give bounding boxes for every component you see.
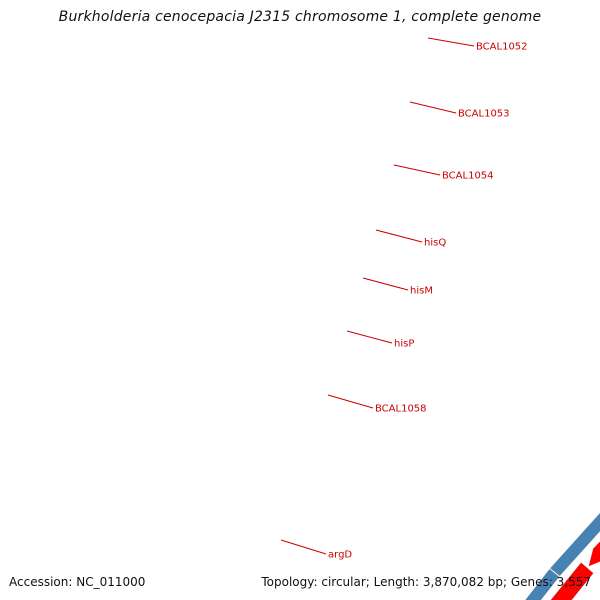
gene-label-leader bbox=[362, 277, 409, 291]
gene-feature-bottom-rev bbox=[525, 568, 560, 600]
gene-label: hisM bbox=[410, 286, 433, 297]
gene-label-leader bbox=[409, 101, 457, 114]
gene-label: BCAL1053 bbox=[458, 109, 510, 120]
gene-label-leader bbox=[280, 539, 327, 555]
gene-label: BCAL1052 bbox=[476, 42, 528, 53]
gene-label-leader bbox=[393, 164, 441, 176]
gene-label-leader bbox=[427, 37, 475, 47]
gene-feature-argd bbox=[588, 541, 600, 567]
gene-feature-argd-rev bbox=[549, 512, 600, 577]
gene-feature-bottom bbox=[550, 562, 594, 600]
gene-label: hisP bbox=[394, 339, 414, 350]
gene-label-leader bbox=[375, 229, 423, 243]
gene-label-leader bbox=[346, 330, 393, 344]
gene-label: BCAL1054 bbox=[442, 171, 494, 182]
gene-label: argD bbox=[328, 550, 352, 561]
gene-label: BCAL1058 bbox=[375, 404, 427, 415]
map-title: Burkholderia cenocepacia J2315 chromosom… bbox=[58, 9, 542, 25]
gene-label: hisQ bbox=[424, 238, 446, 249]
gene-label-leader bbox=[327, 394, 374, 409]
accession-label: Accession: NC_011000 bbox=[9, 575, 146, 589]
genome-summary-label: Topology: circular; Length: 3,870,082 bp… bbox=[261, 575, 591, 589]
